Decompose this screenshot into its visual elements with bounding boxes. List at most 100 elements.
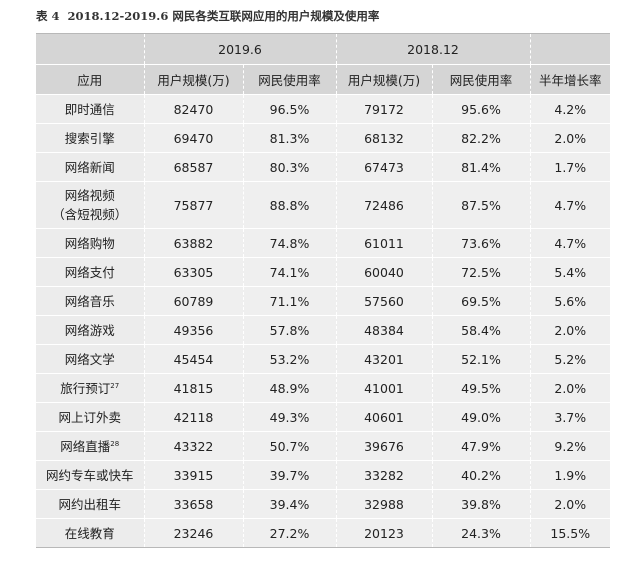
rate-2018-12-cell: 73.6% [431,228,531,258]
rate-2018-12-cell: 72.5% [431,257,531,287]
growth-cell: 2.0% [529,315,611,345]
rate-2018-12-cell: 87.5% [431,181,531,229]
app-name: 网络音乐 [65,294,115,309]
table-row: 网络购物 63882 74.8% 61011 73.6% 4.7% [36,228,611,258]
growth-cell: 5.6% [529,286,611,316]
table-row: 网络视频 （含短视频） 75877 88.8% 72486 87.5% 4.7% [36,181,611,229]
users-2019-6-cell: 49356 [143,315,243,345]
column-header-rate-2018-12: 网民使用率 [431,64,531,95]
users-2018-12-cell: 33282 [335,460,432,490]
table-row: 网络支付 63305 74.1% 60040 72.5% 5.4% [36,257,611,287]
app-name-text: 网络直播 [60,438,111,454]
rate-2019-6-cell: 27.2% [242,518,336,548]
app-name-text: 搜索引擎 [64,130,115,146]
table-title: 2018.12-2019.6 网民各类互联网应用的用户规模及使用率 [67,9,380,23]
users-2019-6-cell: 82470 [143,94,243,124]
table-row: 网络直播28 43322 50.7% 39676 47.9% 9.2% [36,431,611,461]
rate-2018-12-cell: 24.3% [431,518,531,548]
app-name-subtext: （含短视频） [52,207,128,222]
growth-cell: 4.2% [529,94,611,124]
rate-2019-6-cell: 53.2% [242,344,336,374]
rate-2018-12-cell: 69.5% [431,286,531,316]
table-row: 网约出租车 33658 39.4% 32988 39.8% 2.0% [36,489,611,519]
app-name-text: 网约出租车 [58,496,121,512]
table-row: 搜索引擎 69470 81.3% 68132 82.2% 2.0% [36,123,611,153]
app-name-cell: 旅行预订27 [36,373,144,403]
rate-2018-12-cell: 49.5% [431,373,531,403]
app-name: 旅行预订27 [60,381,119,396]
column-header-growth: 半年增长率 [529,64,611,95]
rate-2019-6-cell: 39.4% [242,489,336,519]
app-name: 搜索引擎 [65,131,115,146]
app-name: 网络支付 [65,265,115,280]
table-row: 网络新闻 68587 80.3% 67473 81.4% 1.7% [36,152,611,182]
users-2018-12-cell: 48384 [335,315,432,345]
rate-2019-6-cell: 81.3% [242,123,336,153]
column-header-users-2019-6: 用户规模(万) [143,64,243,95]
growth-cell: 1.9% [529,460,611,490]
app-name-text: 网络购物 [64,235,115,251]
growth-cell: 2.0% [529,373,611,403]
app-name: 网约出租车 [58,497,121,512]
app-name: 网络直播28 [60,439,119,454]
app-name-cell: 网络支付 [36,257,144,287]
users-2018-12-cell: 20123 [335,518,432,548]
table-label: 表 4 [36,9,60,23]
rate-2018-12-cell: 95.6% [431,94,531,124]
table-row: 在线教育 23246 27.2% 20123 24.3% 15.5% [36,518,611,548]
rate-2019-6-cell: 50.7% [242,431,336,461]
table-row: 网约专车或快车 33915 39.7% 33282 40.2% 1.9% [36,460,611,490]
growth-cell: 5.2% [529,344,611,374]
users-2018-12-cell: 60040 [335,257,432,287]
app-name: 网络视频 （含短视频） [36,188,144,224]
users-2019-6-cell: 63305 [143,257,243,287]
growth-cell: 15.5% [529,518,611,548]
rate-2019-6-cell: 88.8% [242,181,336,229]
users-2019-6-cell: 33915 [143,460,243,490]
growth-cell: 9.2% [529,431,611,461]
rate-2019-6-cell: 80.3% [242,152,336,182]
header-row-columns: 应用 用户规模(万) 网民使用率 用户规模(万) 网民使用率 半年增长率 [36,64,611,95]
app-name-cell: 网络新闻 [36,152,144,182]
app-name-cell: 网约专车或快车 [36,460,144,490]
header-blank-cell [36,33,144,65]
table-row: 网络游戏 49356 57.8% 48384 58.4% 2.0% [36,315,611,345]
growth-cell: 2.0% [529,489,611,519]
app-name-text: 网络文学 [64,351,115,367]
period-header-2018-12: 2018.12 [335,33,531,65]
users-2019-6-cell: 45454 [143,344,243,374]
users-2019-6-cell: 63882 [143,228,243,258]
footnote-marker: 28 [110,439,120,448]
column-header-app: 应用 [36,64,144,95]
rate-2019-6-cell: 48.9% [242,373,336,403]
app-name-cell: 网络音乐 [36,286,144,316]
app-name: 在线教育 [65,526,115,541]
table-caption: 表 4 2018.12-2019.6 网民各类互联网应用的用户规模及使用率 [36,7,379,25]
growth-cell: 4.7% [529,228,611,258]
users-2019-6-cell: 41815 [143,373,243,403]
column-header-rate-2019-6: 网民使用率 [242,64,336,95]
app-name-cell: 网络直播28 [36,431,144,461]
table-row: 旅行预订27 41815 48.9% 41001 49.5% 2.0% [36,373,611,403]
app-name-text: 网络音乐 [64,293,115,309]
app-name-cell: 网络购物 [36,228,144,258]
app-name-cell: 网络游戏 [36,315,144,345]
growth-cell: 3.7% [529,402,611,432]
users-2019-6-cell: 23246 [143,518,243,548]
rate-2018-12-cell: 58.4% [431,315,531,345]
table-row: 网络文学 45454 53.2% 43201 52.1% 5.2% [36,344,611,374]
users-2018-12-cell: 57560 [335,286,432,316]
app-name: 网络游戏 [65,323,115,338]
growth-cell: 4.7% [529,181,611,229]
users-2018-12-cell: 41001 [335,373,432,403]
users-2019-6-cell: 43322 [143,431,243,461]
app-name-cell: 网约出租车 [36,489,144,519]
period-header-2019-6: 2019.6 [143,33,336,65]
rate-2019-6-cell: 57.8% [242,315,336,345]
users-2018-12-cell: 32988 [335,489,432,519]
rate-2018-12-cell: 40.2% [431,460,531,490]
app-name-text: 网络新闻 [64,159,115,175]
column-header-users-2018-12: 用户规模(万) [335,64,432,95]
app-name-text: 网络支付 [64,264,115,280]
rate-2019-6-cell: 71.1% [242,286,336,316]
